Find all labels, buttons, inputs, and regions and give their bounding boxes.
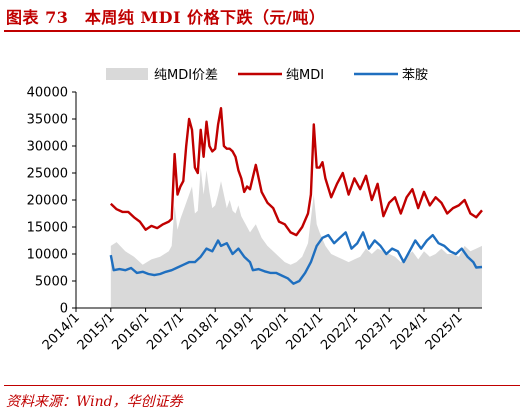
x-tick-label: 2025/1 bbox=[423, 310, 466, 353]
y-tick-label: 25000 bbox=[27, 167, 68, 182]
x-tick-label: 2023/1 bbox=[353, 310, 396, 353]
source-note: 资料来源：Wind，华创证券 bbox=[6, 394, 183, 410]
y-tick-label: 5000 bbox=[35, 275, 68, 290]
x-tick-label: 2016/1 bbox=[109, 310, 152, 353]
series-area-mdi-spread bbox=[110, 167, 483, 308]
y-tick-label: 20000 bbox=[27, 194, 68, 209]
y-axis: 0 5000 10000 15000 20000 25000 30000 35000 40000 bbox=[27, 86, 77, 317]
x-tick-label: 2022/1 bbox=[318, 310, 361, 353]
chart-legend: 纯MDI价差 纯MDI 苯胺 bbox=[106, 68, 428, 83]
series-line-aniline bbox=[109, 231, 483, 285]
x-axis: 2014/12015/12016/12017/12018/12019/12020… bbox=[40, 307, 482, 353]
x-tick-label: 2017/1 bbox=[144, 310, 187, 353]
y-tick-label: 35000 bbox=[27, 113, 68, 128]
legend-label-spread: 纯MDI价差 bbox=[154, 68, 218, 83]
x-tick-label: 2019/1 bbox=[214, 310, 257, 353]
legend-label-pure-mdi: 纯MDI bbox=[286, 68, 324, 83]
series-line-pure-mdi bbox=[109, 107, 483, 237]
x-tick-label: 2020/1 bbox=[249, 310, 292, 353]
y-tick-label: 15000 bbox=[27, 221, 68, 236]
x-tick-label: 2014/1 bbox=[40, 310, 83, 353]
x-tick-label: 2021/1 bbox=[283, 310, 326, 353]
source-divider bbox=[4, 385, 520, 386]
y-tick-label: 10000 bbox=[27, 248, 68, 263]
y-tick-label: 40000 bbox=[27, 86, 68, 101]
legend-swatch-spread bbox=[106, 68, 148, 80]
mdi-price-chart: 纯MDI价差 纯MDI 苯胺 0 5000 10000 15000 20000 25000 30… bbox=[27, 68, 483, 353]
x-tick-label: 2018/1 bbox=[179, 310, 222, 353]
chart-title: 图表 73 本周纯 MDI 价格下跌（元/吨） bbox=[6, 8, 326, 27]
y-tick-label: 0 bbox=[60, 302, 68, 317]
title-divider bbox=[4, 30, 520, 32]
y-tick-label: 30000 bbox=[27, 140, 68, 155]
legend-label-aniline: 苯胺 bbox=[402, 68, 428, 83]
plot-area bbox=[109, 107, 483, 308]
x-tick-label: 2024/1 bbox=[388, 310, 431, 353]
x-tick-label: 2015/1 bbox=[75, 310, 118, 353]
